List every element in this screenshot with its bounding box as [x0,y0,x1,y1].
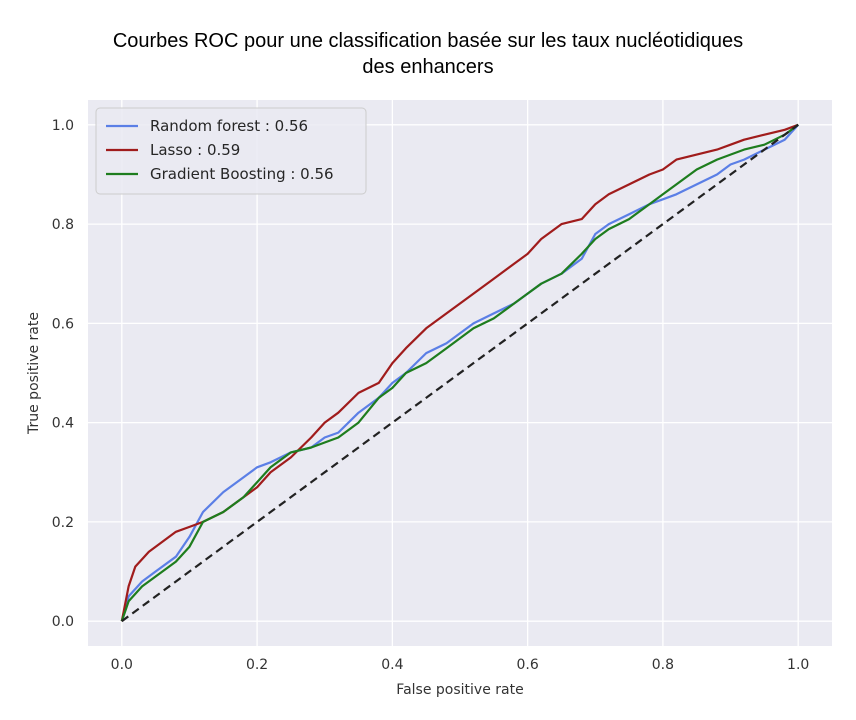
legend-label-2: Lasso : 0.59 [150,141,240,159]
y-tick-label: 0.6 [52,316,74,332]
x-tick-label: 0.4 [381,657,403,673]
chance-diagonal [121,123,799,623]
legend-label-3: Gradient Boosting : 0.56 [150,165,334,183]
x-axis-label: False positive rate [396,682,523,698]
legend: Random forest : 0.56 Lasso : 0.59 Gradient… [95,107,367,195]
legend-box [95,107,367,195]
y-axis-label: True positive rate [26,312,42,435]
x-tick-label: 0.6 [517,657,539,673]
x-tick-label: 0.8 [652,657,674,673]
y-tick-label: 0.0 [52,614,74,630]
chart-title-line2: des enhancers [362,56,494,78]
x-tick-label: 0.0 [111,657,133,673]
series-line-3 [120,123,799,622]
y-tick-label: 0.2 [52,515,74,531]
y-tick-label: 0.8 [52,217,74,233]
y-tick-label: 0.4 [52,416,74,432]
x-tick-label: 1.0 [787,657,809,673]
chart-title-line1: Courbes ROC pour une classification basé… [112,30,744,52]
series-line-1 [120,124,800,622]
tick-labels: 0.0 0.2 0.4 0.6 0.8 1.0 0.0 0.2 0.4 0.6 0.8 1.0 [52,118,810,673]
legend-label-1: Random forest : 0.56 [150,117,308,135]
chart-title: Courbes ROC pour une classification basé… [0,28,856,80]
series-lines [120,123,800,623]
y-tick-label: 1.0 [52,118,74,134]
x-tick-label: 0.2 [246,657,268,673]
